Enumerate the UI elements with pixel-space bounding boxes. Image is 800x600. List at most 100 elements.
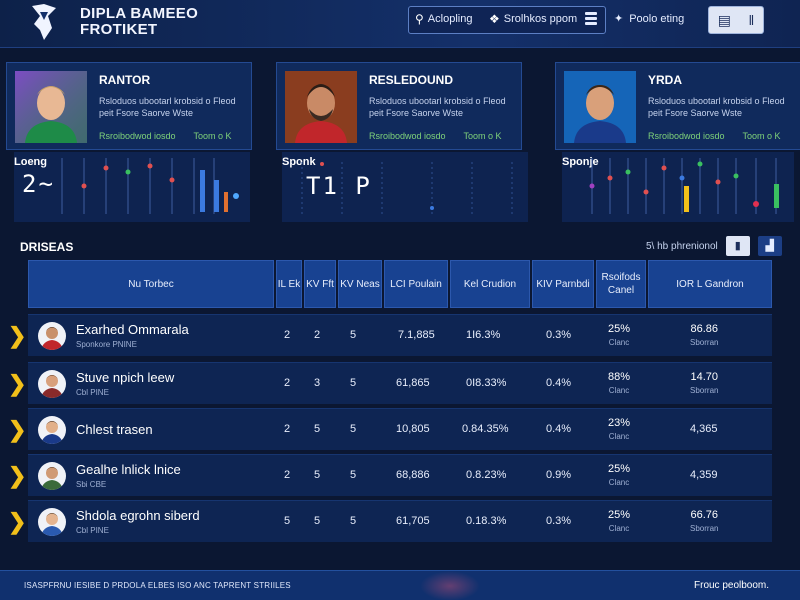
stat-cell: 5 (284, 515, 291, 527)
settings-icon: ❖ (489, 12, 500, 26)
player-meta: Rsroibodwod iosdo Toom o K (369, 131, 502, 141)
bars-icon: ‖ (748, 12, 755, 28)
stat-cell: 5 (350, 515, 357, 527)
table-row[interactable]: ❯ Gealhe lnlick lnice Sbi CBE 2 5 5 68,8… (8, 454, 772, 496)
column-header[interactable]: Nu Torbec (28, 260, 274, 308)
player-name: Exarhed Ommarala (76, 322, 189, 337)
column-header[interactable]: KV Fft (304, 260, 336, 308)
stat-cell: 25% Clanc (608, 509, 631, 533)
column-header[interactable]: KIV Parnbdi (532, 260, 594, 308)
section-tools: 5\ hb phrenionol ▮ ▟ (646, 236, 782, 256)
stat-cell: 88% Clanc (608, 371, 631, 395)
stat-cell: 25% Clanc (608, 463, 631, 487)
player-desc: Rsloduos ubootarl krobsid o Fleod peit F… (99, 96, 236, 118)
player-name: RESLEDOUND (369, 73, 454, 87)
table-row[interactable]: ❯ Stuve npich leew Cbl PINE 2 3 5 61,865… (8, 362, 772, 404)
table-row[interactable]: ❯ Shdola egrohn siberd Cbl PINE 5 5 5 61… (8, 500, 772, 542)
stat-cell: 5 (350, 423, 357, 435)
footer-link[interactable]: Frouc peolboom. (694, 580, 770, 591)
stat-cell: 10,805 (396, 423, 430, 435)
stat-cell: 2 (284, 469, 291, 481)
export-button[interactable]: ▤ ‖ (708, 6, 764, 34)
player-name: Chlest trasen (76, 422, 153, 437)
logo-icon[interactable] (26, 2, 62, 42)
chevron-right-icon[interactable]: ❯ (8, 371, 27, 396)
column-header[interactable]: LCI Poulain (384, 260, 448, 308)
stat-cell: 23% Clanc (608, 417, 631, 441)
stat-cell: 5 (350, 377, 357, 389)
player-card[interactable]: RANTOR Rsloduos ubootarl krobsid o Fleod… (6, 62, 252, 150)
stat-cell: 3 (314, 377, 321, 389)
stat-label: Sponje (562, 156, 599, 168)
player-card[interactable]: YRDA Rsloduos ubootarl krobsid o Fleod p… (555, 62, 800, 150)
player-desc: Rsloduos ubootarl krobsid o Fleod peit F… (648, 96, 785, 118)
chevron-right-icon[interactable]: ❯ (8, 463, 27, 488)
player-team: Sbi CBE (76, 480, 107, 489)
stat-cell: 7.1,885 (398, 329, 435, 341)
player-name: Gealhe lnlick lnice (76, 462, 181, 477)
table-row[interactable]: ❯ Chlest trasen 2 5 5 10,805 0.84.35% 0.… (8, 408, 772, 450)
stat-cell: 14.70 Sborran (690, 371, 719, 395)
avatar (38, 416, 66, 444)
stat-value: 2~ (22, 170, 55, 198)
stat-cell: 68,886 (396, 469, 430, 481)
stat-cell: 2 (284, 377, 291, 389)
stat-cell: 0I8.33% (466, 377, 507, 389)
settings-button[interactable]: ❖ Srolhkos ppom (489, 12, 578, 26)
section-summary: 5\ hb phrenionol (646, 240, 718, 252)
player-photo (564, 71, 636, 143)
player-photo (285, 71, 357, 143)
player-photo (15, 71, 87, 143)
profile-icon: ✦ (614, 13, 624, 25)
stat-panel: Sponje (562, 152, 794, 222)
avatar (38, 322, 66, 350)
stat-cell: 5 (350, 329, 357, 341)
avatar (38, 508, 66, 536)
chevron-right-icon[interactable]: ❯ (8, 323, 27, 348)
chevron-right-icon[interactable]: ❯ (8, 509, 27, 534)
stat-cell: 2 (284, 423, 291, 435)
player-meta: Rsroibodwod iosdo Toom o K (99, 131, 232, 141)
stat-cell: 0.84.35% (462, 423, 509, 435)
player-name: Shdola egrohn siberd (76, 508, 200, 523)
stat-cell: 5 (314, 469, 321, 481)
stat-panel: Sponk T1 P (282, 152, 528, 222)
stat-cell: 4,359 (690, 469, 718, 481)
stat-cell: 5 (350, 469, 357, 481)
stat-cell: 4,365 (690, 423, 718, 435)
stat-cell: 0.3% (546, 329, 572, 341)
player-team: Cbl PINE (76, 526, 109, 535)
profile-link[interactable]: ✦ Poolo eting (614, 12, 685, 26)
stat-cell: 66.76 Sborran (690, 509, 719, 533)
stat-cell: 25% Clanc (608, 323, 631, 347)
stat-cell: 61,705 (396, 515, 430, 527)
column-header[interactable]: IL Ek (276, 260, 302, 308)
toolbar: ⚲ Aclopling ❖ Srolhkos ppom (408, 6, 606, 34)
player-team: Sponkore PNINE (76, 340, 137, 349)
footer-bar: ISASPFRNU IESIBE D PRDOLA ELBES ISO ANC … (0, 570, 800, 600)
player-card[interactable]: RESLEDOUND Rsloduos ubootarl krobsid o F… (276, 62, 522, 150)
stat-cell: 86.86 Sborran (690, 323, 719, 347)
stat-cell: 0.18.3% (466, 515, 507, 527)
table-row[interactable]: ❯ Exarhed Ommarala Sponkore PNINE 2 2 5 … (8, 314, 772, 356)
menu-icon[interactable] (585, 12, 597, 28)
stat-cell: 1I6.3% (466, 329, 501, 341)
search-button[interactable]: ⚲ Aclopling (415, 12, 473, 26)
stat-cell: 5 (314, 423, 321, 435)
lock-button[interactable]: ▟ (757, 236, 782, 256)
player-name: RANTOR (99, 73, 151, 87)
document-icon: ▤ (717, 11, 731, 28)
app-header: DIPLA BAMEEO FROTIKET ⚲ Aclopling ❖ Srol… (0, 0, 800, 48)
brand-title: DIPLA BAMEEO FROTIKET (80, 5, 199, 38)
chevron-right-icon[interactable]: ❯ (8, 417, 27, 442)
column-header[interactable]: KV Neas (338, 260, 382, 308)
column-header[interactable]: Rsoifods Canel (596, 260, 646, 308)
lock-icon: ▟ (765, 240, 774, 252)
copy-icon: ▮ (734, 240, 741, 252)
sparkline-chart (589, 158, 779, 214)
column-header[interactable]: IOR L Gandron (648, 260, 772, 308)
copy-button[interactable]: ▮ (725, 236, 750, 256)
column-header[interactable]: Kel Crudion (450, 260, 530, 308)
search-icon: ⚲ (415, 12, 424, 26)
stat-cell: 5 (314, 515, 321, 527)
